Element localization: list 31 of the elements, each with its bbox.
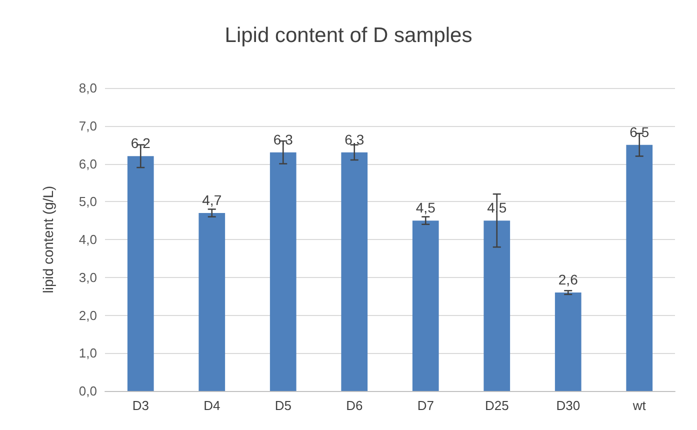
x-tick-label: D30	[556, 398, 580, 413]
data-label: 4,7	[202, 192, 222, 208]
x-tick-label: D6	[346, 398, 363, 413]
data-label: 4,5	[416, 200, 436, 216]
y-tick-label: 0,0	[78, 384, 97, 398]
y-axis-title: lipid content (g/L)	[40, 186, 56, 294]
x-tick-label: D7	[417, 398, 434, 413]
bar	[412, 220, 439, 391]
chart-title: Lipid content of D samples	[224, 24, 472, 47]
bar	[270, 152, 296, 391]
x-tick-label: D4	[204, 398, 220, 413]
y-tick-label: 1,0	[78, 346, 97, 361]
bar	[341, 152, 368, 391]
data-label: 6,3	[344, 131, 364, 148]
y-tick-label: 2,0	[78, 308, 97, 323]
y-tick-label: 7,0	[78, 118, 97, 134]
x-tick-label: wt	[632, 398, 646, 413]
bar	[484, 220, 510, 391]
y-tick-label: 5,0	[78, 194, 97, 210]
y-tick-label: 8,0	[78, 80, 97, 96]
x-tick-label: D5	[274, 398, 292, 413]
bar	[554, 292, 582, 391]
bar	[198, 212, 226, 391]
bar	[127, 156, 154, 391]
y-tick-label: 6,0	[78, 156, 97, 172]
x-tick-label: D25	[484, 398, 509, 413]
data-label: 2,6	[558, 272, 578, 288]
y-tick-label: 3,0	[78, 270, 97, 285]
x-tick-label: D3	[132, 398, 149, 413]
bar	[626, 144, 653, 391]
y-tick-label: 4,0	[78, 232, 97, 247]
